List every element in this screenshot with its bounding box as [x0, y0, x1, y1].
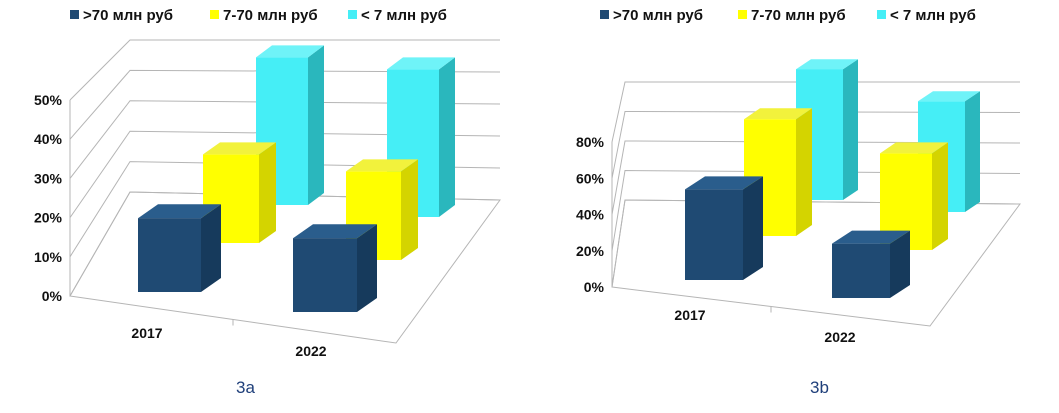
bar-side: [796, 108, 812, 236]
gridline: [611, 110, 1021, 179]
bar-top: [346, 159, 418, 172]
bar-side: [259, 142, 276, 243]
bar-0-0: [685, 176, 763, 280]
chart-floor: [69, 191, 501, 344]
bar-front: [832, 243, 890, 298]
bar-side: [357, 224, 377, 312]
bar-front: [293, 238, 357, 312]
bar-top: [256, 45, 324, 58]
legend-swatch: [877, 10, 886, 19]
legend-label: < 7 млн руб: [361, 7, 447, 24]
y-tick-label: 40%: [576, 207, 605, 223]
bar-0-1: [832, 230, 910, 298]
chart-3a-svg: 0% 10% 20% 30% 40% 50% 2017 2022 >70 млн руб 7-70…: [34, 7, 501, 359]
bar-top: [203, 142, 276, 155]
bar-side: [439, 57, 455, 218]
legend-label: >70 млн руб: [83, 7, 173, 24]
y-tick-label: 60%: [576, 170, 605, 186]
y-tick-label: 20%: [576, 243, 605, 259]
bar-top: [387, 57, 455, 70]
legend-swatch: [738, 10, 747, 19]
bar-top: [796, 59, 858, 70]
x-category-label: 2017: [674, 307, 705, 323]
y-tick-label: 50%: [34, 92, 63, 108]
legend-swatch: [600, 10, 609, 19]
bar-side: [201, 204, 221, 292]
y-tick-label: 80%: [576, 134, 605, 150]
bar-side: [965, 91, 980, 212]
y-tick-label: 0%: [584, 279, 605, 295]
x-category-label: 2022: [824, 329, 855, 345]
legend-swatch: [348, 10, 357, 19]
x-category-label: 2022: [295, 343, 326, 359]
legend-label: 7-70 млн руб: [223, 7, 318, 24]
bar-top: [685, 176, 763, 190]
bar-front: [138, 218, 201, 292]
chart-floor: [611, 199, 1021, 327]
legend-label: < 7 млн руб: [890, 7, 976, 24]
bar-side: [932, 142, 948, 250]
bar-side: [890, 230, 910, 298]
bar-1-0: [203, 142, 276, 243]
chart-3b: 0% 20% 40% 60% 80% 2017 2022 >70 млн руб 7-70 мл…: [530, 0, 1055, 413]
x-category-label: 2017: [131, 325, 162, 341]
chart-caption-3a: 3a: [236, 378, 255, 397]
gridline: [69, 130, 501, 218]
y-tick-label: 10%: [34, 249, 63, 265]
y-tick-label: 40%: [34, 131, 63, 147]
legend-swatch: [210, 10, 219, 19]
y-tick-label: 20%: [34, 210, 63, 226]
legend-label: >70 млн руб: [613, 7, 703, 24]
y-tick-label: 0%: [42, 288, 63, 304]
bar-0-1: [293, 224, 377, 312]
bar-0-0: [138, 204, 221, 292]
gridline: [69, 39, 500, 101]
bar-top: [744, 108, 812, 120]
gridline: [611, 199, 1021, 288]
bar-top: [918, 91, 980, 102]
gridline: [69, 100, 501, 179]
bar-top: [832, 230, 910, 244]
gridline: [611, 81, 1020, 143]
bar-top: [293, 224, 377, 239]
bar-side: [308, 45, 324, 206]
legend-swatch: [70, 10, 79, 19]
y-tick-label: 30%: [34, 170, 63, 186]
bar-side: [743, 176, 763, 280]
bar-top: [880, 142, 948, 154]
chart-3a: 0% 10% 20% 30% 40% 50% 2017 2022 >70 млн руб 7-70…: [0, 0, 525, 413]
gridline: [611, 140, 1021, 215]
bar-2-0: [796, 59, 858, 201]
bar-side: [401, 159, 418, 260]
legend-label: 7-70 млн руб: [751, 7, 846, 24]
bar-top: [138, 204, 221, 219]
chart-caption-3b: 3b: [810, 378, 829, 397]
chart-3b-svg: 0% 20% 40% 60% 80% 2017 2022 >70 млн руб 7-70 мл…: [576, 7, 1021, 345]
bar-side: [843, 59, 858, 201]
bar-front: [685, 189, 743, 280]
gridline: [69, 69, 501, 140]
